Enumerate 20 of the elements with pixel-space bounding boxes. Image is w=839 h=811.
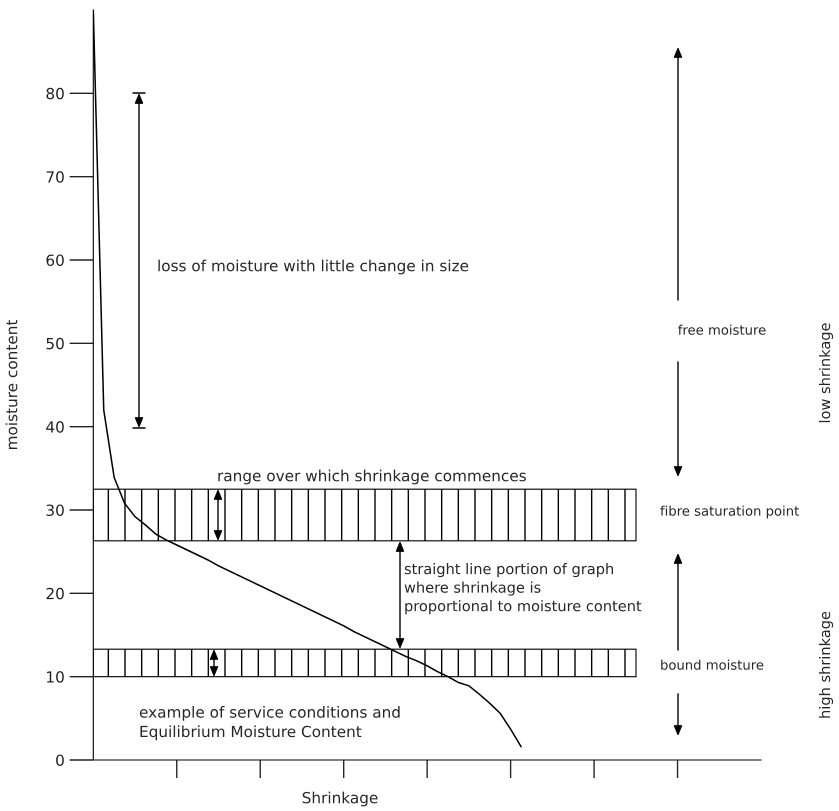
- y-tick-label: 80: [46, 88, 64, 100]
- y-tick-label: 0: [56, 754, 64, 766]
- annotation: range over which shrinkage commences: [218, 470, 526, 484]
- y-tick-label: 40: [46, 421, 64, 433]
- y-tick-label: 20: [46, 588, 64, 600]
- y-tick-label: 30: [46, 504, 64, 516]
- annotation: bound moisture: [661, 660, 764, 670]
- annotation: example of service conditions and Equilibrium Moisture Content: [140, 706, 400, 740]
- annotation: straight line portion of graph where shrinkage is proportional to moisture content: [404, 563, 642, 614]
- x-axis-title: Shrinkage: [302, 792, 378, 806]
- annotation: fibre saturation point: [660, 506, 799, 518]
- y-tick-label: 60: [46, 254, 64, 266]
- y-tick-label: 10: [47, 671, 64, 683]
- y-tick-label: 50: [46, 338, 64, 350]
- annotation: free moisture: [678, 324, 766, 335]
- y-axis-title: moisture content: [6, 320, 18, 450]
- y-tick-label: 70: [46, 171, 64, 183]
- text: high shrinkage: [818, 612, 834, 718]
- annotation: loss of moisture with little change in size: [158, 260, 468, 274]
- text: low shrinkage: [818, 323, 834, 422]
